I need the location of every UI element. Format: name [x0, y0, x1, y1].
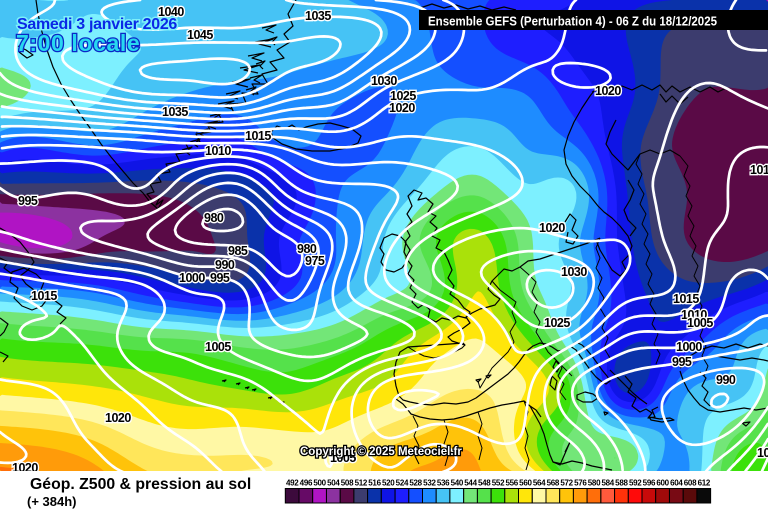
svg-text:1010: 1010: [750, 163, 768, 177]
svg-text:560: 560: [519, 479, 532, 488]
svg-text:1010: 1010: [757, 446, 768, 460]
svg-text:Géop. Z500 & pression au sol: Géop. Z500 & pression au sol: [30, 476, 251, 493]
svg-text:564: 564: [533, 479, 546, 488]
svg-text:1035: 1035: [305, 9, 331, 23]
svg-text:520: 520: [382, 479, 395, 488]
svg-text:548: 548: [478, 479, 491, 488]
svg-text:576: 576: [574, 479, 587, 488]
svg-text:985: 985: [228, 244, 248, 258]
svg-text:544: 544: [464, 479, 477, 488]
svg-text:980: 980: [297, 242, 317, 256]
svg-text:1045: 1045: [187, 28, 213, 42]
svg-text:1000: 1000: [179, 271, 205, 285]
svg-text:1010: 1010: [205, 144, 231, 158]
svg-text:1030: 1030: [371, 74, 397, 88]
svg-text:536: 536: [437, 479, 450, 488]
svg-text:516: 516: [368, 479, 381, 488]
svg-text:568: 568: [547, 479, 560, 488]
svg-text:1015: 1015: [245, 129, 271, 143]
svg-text:1020: 1020: [539, 221, 565, 235]
svg-text:1015: 1015: [31, 289, 57, 303]
svg-text:1025: 1025: [390, 89, 416, 103]
svg-text:1020: 1020: [389, 101, 415, 115]
svg-text:995: 995: [18, 194, 38, 208]
svg-text:512: 512: [355, 479, 368, 488]
svg-text:1015: 1015: [673, 292, 699, 306]
svg-text:528: 528: [409, 479, 422, 488]
svg-text:556: 556: [505, 479, 518, 488]
svg-text:1005: 1005: [330, 451, 356, 465]
svg-text:608: 608: [684, 479, 697, 488]
svg-text:1025: 1025: [544, 316, 570, 330]
svg-text:504: 504: [327, 479, 340, 488]
svg-text:1005: 1005: [205, 340, 231, 354]
svg-text:1030: 1030: [561, 265, 587, 279]
svg-text:580: 580: [588, 479, 601, 488]
svg-text:612: 612: [698, 479, 711, 488]
svg-text:1010: 1010: [681, 308, 707, 322]
svg-text:1000: 1000: [676, 340, 702, 354]
svg-text:7:00 locale: 7:00 locale: [16, 30, 140, 56]
svg-text:990: 990: [716, 373, 736, 387]
svg-text:600: 600: [656, 479, 669, 488]
svg-text:990: 990: [215, 258, 235, 272]
svg-text:540: 540: [451, 479, 464, 488]
svg-text:496: 496: [300, 479, 313, 488]
svg-text:588: 588: [615, 479, 628, 488]
svg-text:(+ 384h): (+ 384h): [27, 494, 77, 509]
svg-text:1035: 1035: [162, 105, 188, 119]
svg-text:572: 572: [560, 479, 573, 488]
svg-text:532: 532: [423, 479, 436, 488]
svg-text:584: 584: [601, 479, 614, 488]
svg-text:Samedi 3 janvier 2026: Samedi 3 janvier 2026: [17, 16, 177, 33]
svg-text:492: 492: [286, 479, 299, 488]
svg-text:Copyright © 2025 Meteociel.fr: Copyright © 2025 Meteociel.fr: [300, 446, 462, 458]
svg-text:975: 975: [305, 254, 325, 268]
svg-text:995: 995: [672, 355, 692, 369]
svg-text:995: 995: [210, 271, 230, 285]
svg-text:592: 592: [629, 479, 642, 488]
svg-text:500: 500: [313, 479, 326, 488]
svg-text:1020: 1020: [595, 84, 621, 98]
svg-text:604: 604: [670, 479, 683, 488]
svg-text:Ensemble GEFS (Perturbation 4: Ensemble GEFS (Perturbation 4) - 06 Z du…: [428, 14, 717, 29]
svg-text:552: 552: [492, 479, 505, 488]
svg-text:980: 980: [204, 211, 224, 225]
svg-text:1005: 1005: [687, 316, 713, 330]
svg-text:1040: 1040: [158, 5, 184, 19]
svg-text:508: 508: [341, 479, 354, 488]
svg-text:596: 596: [643, 479, 656, 488]
svg-text:524: 524: [396, 479, 409, 488]
svg-text:1020: 1020: [105, 411, 131, 425]
